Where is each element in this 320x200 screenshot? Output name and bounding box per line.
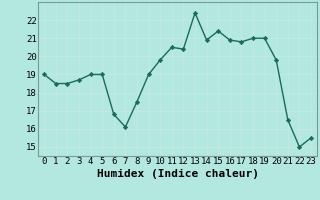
X-axis label: Humidex (Indice chaleur): Humidex (Indice chaleur) xyxy=(97,169,259,179)
